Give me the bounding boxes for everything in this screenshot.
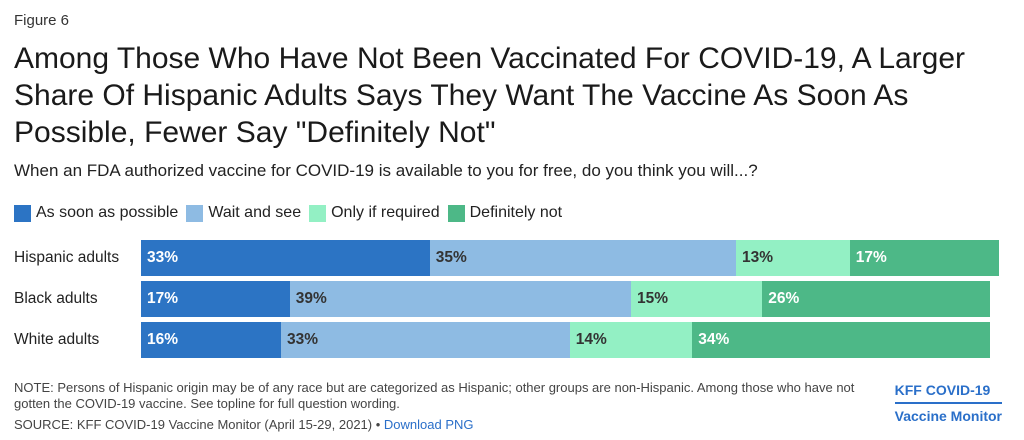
- brand-line-1: KFF COVID-19: [894, 382, 1002, 404]
- category-label: Black adults: [14, 290, 98, 307]
- bar-segment: [849, 240, 999, 276]
- legend-item: Only if required: [309, 204, 440, 222]
- bar-row: 17% 39% 15% 26%: [141, 281, 1016, 317]
- legend-label: As soon as possible: [36, 204, 179, 221]
- legend-item: Definitely not: [447, 204, 563, 222]
- data-label: 33%: [287, 331, 319, 348]
- bar-segment: [141, 322, 281, 358]
- bar-segment: [736, 240, 850, 276]
- legend-swatch: [186, 204, 204, 222]
- legend-label: Wait and see: [208, 204, 302, 221]
- bar-segment: [281, 322, 570, 358]
- bar-segment: [569, 322, 693, 358]
- chart-subtitle: When an FDA authorized vaccine for COVID…: [14, 161, 758, 180]
- bar-segment: [141, 240, 430, 276]
- category-label: Hispanic adults: [14, 249, 120, 266]
- data-label: 14%: [575, 331, 607, 348]
- download-png-link[interactable]: Download PNG: [383, 417, 474, 432]
- legend-swatch: [447, 204, 465, 222]
- data-label: 17%: [147, 290, 179, 307]
- data-label: 34%: [698, 331, 730, 348]
- data-label: 35%: [435, 249, 467, 266]
- data-label: 16%: [147, 331, 179, 348]
- figure-label: Figure 6: [14, 12, 70, 29]
- bar-segment: [631, 281, 763, 317]
- chart-title: Among Those Who Have Not Been Vaccinated…: [14, 42, 966, 149]
- brand-logo: KFF COVID-19 Vaccine Monitor: [894, 382, 1002, 424]
- footnote: NOTE: Persons of Hispanic origin may be …: [14, 380, 855, 411]
- legend-item: Wait and see: [186, 204, 301, 222]
- legend-swatch: [309, 204, 327, 222]
- data-label: 17%: [855, 249, 887, 266]
- data-label: 15%: [637, 290, 669, 307]
- source-text: SOURCE: KFF COVID-19 Vaccine Monitor (Ap…: [14, 417, 381, 432]
- legend-label: Definitely not: [469, 204, 563, 221]
- data-label: 39%: [295, 290, 327, 307]
- bar-segment: [429, 240, 736, 276]
- brand-line-2: Vaccine Monitor: [894, 408, 1002, 424]
- legend: As soon as possible Wait and see Only if r…: [14, 204, 570, 222]
- legend-label: Only if required: [331, 204, 440, 221]
- bar-segment: [289, 281, 631, 317]
- data-label: 33%: [147, 249, 179, 266]
- category-label: White adults: [14, 331, 100, 348]
- bar-segment: [762, 281, 990, 317]
- source-line: SOURCE: KFF COVID-19 Vaccine Monitor (Ap…: [14, 417, 474, 432]
- legend-swatch: [14, 204, 31, 222]
- bar-segment: [141, 281, 290, 317]
- data-label: 13%: [742, 249, 774, 266]
- data-label: 26%: [768, 290, 800, 307]
- chart: Hispanic adults 33% 35% 13% 17% Black adults 1…: [0, 235, 1024, 365]
- legend-item: As soon as possible: [14, 204, 178, 222]
- bar-row: 33% 35% 13% 17%: [141, 240, 1016, 276]
- bar-row: 16% 33% 14% 34%: [141, 322, 1016, 358]
- bar-segment: [692, 322, 990, 358]
